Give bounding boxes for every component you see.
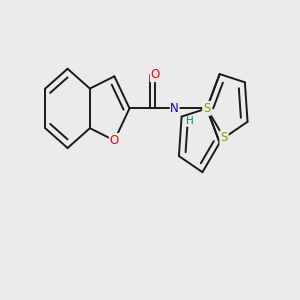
Text: O: O [151, 68, 160, 81]
Text: N: N [170, 102, 179, 115]
Text: S: S [220, 131, 228, 144]
Text: S: S [203, 102, 211, 115]
Text: O: O [110, 134, 119, 147]
Text: H: H [186, 116, 194, 126]
